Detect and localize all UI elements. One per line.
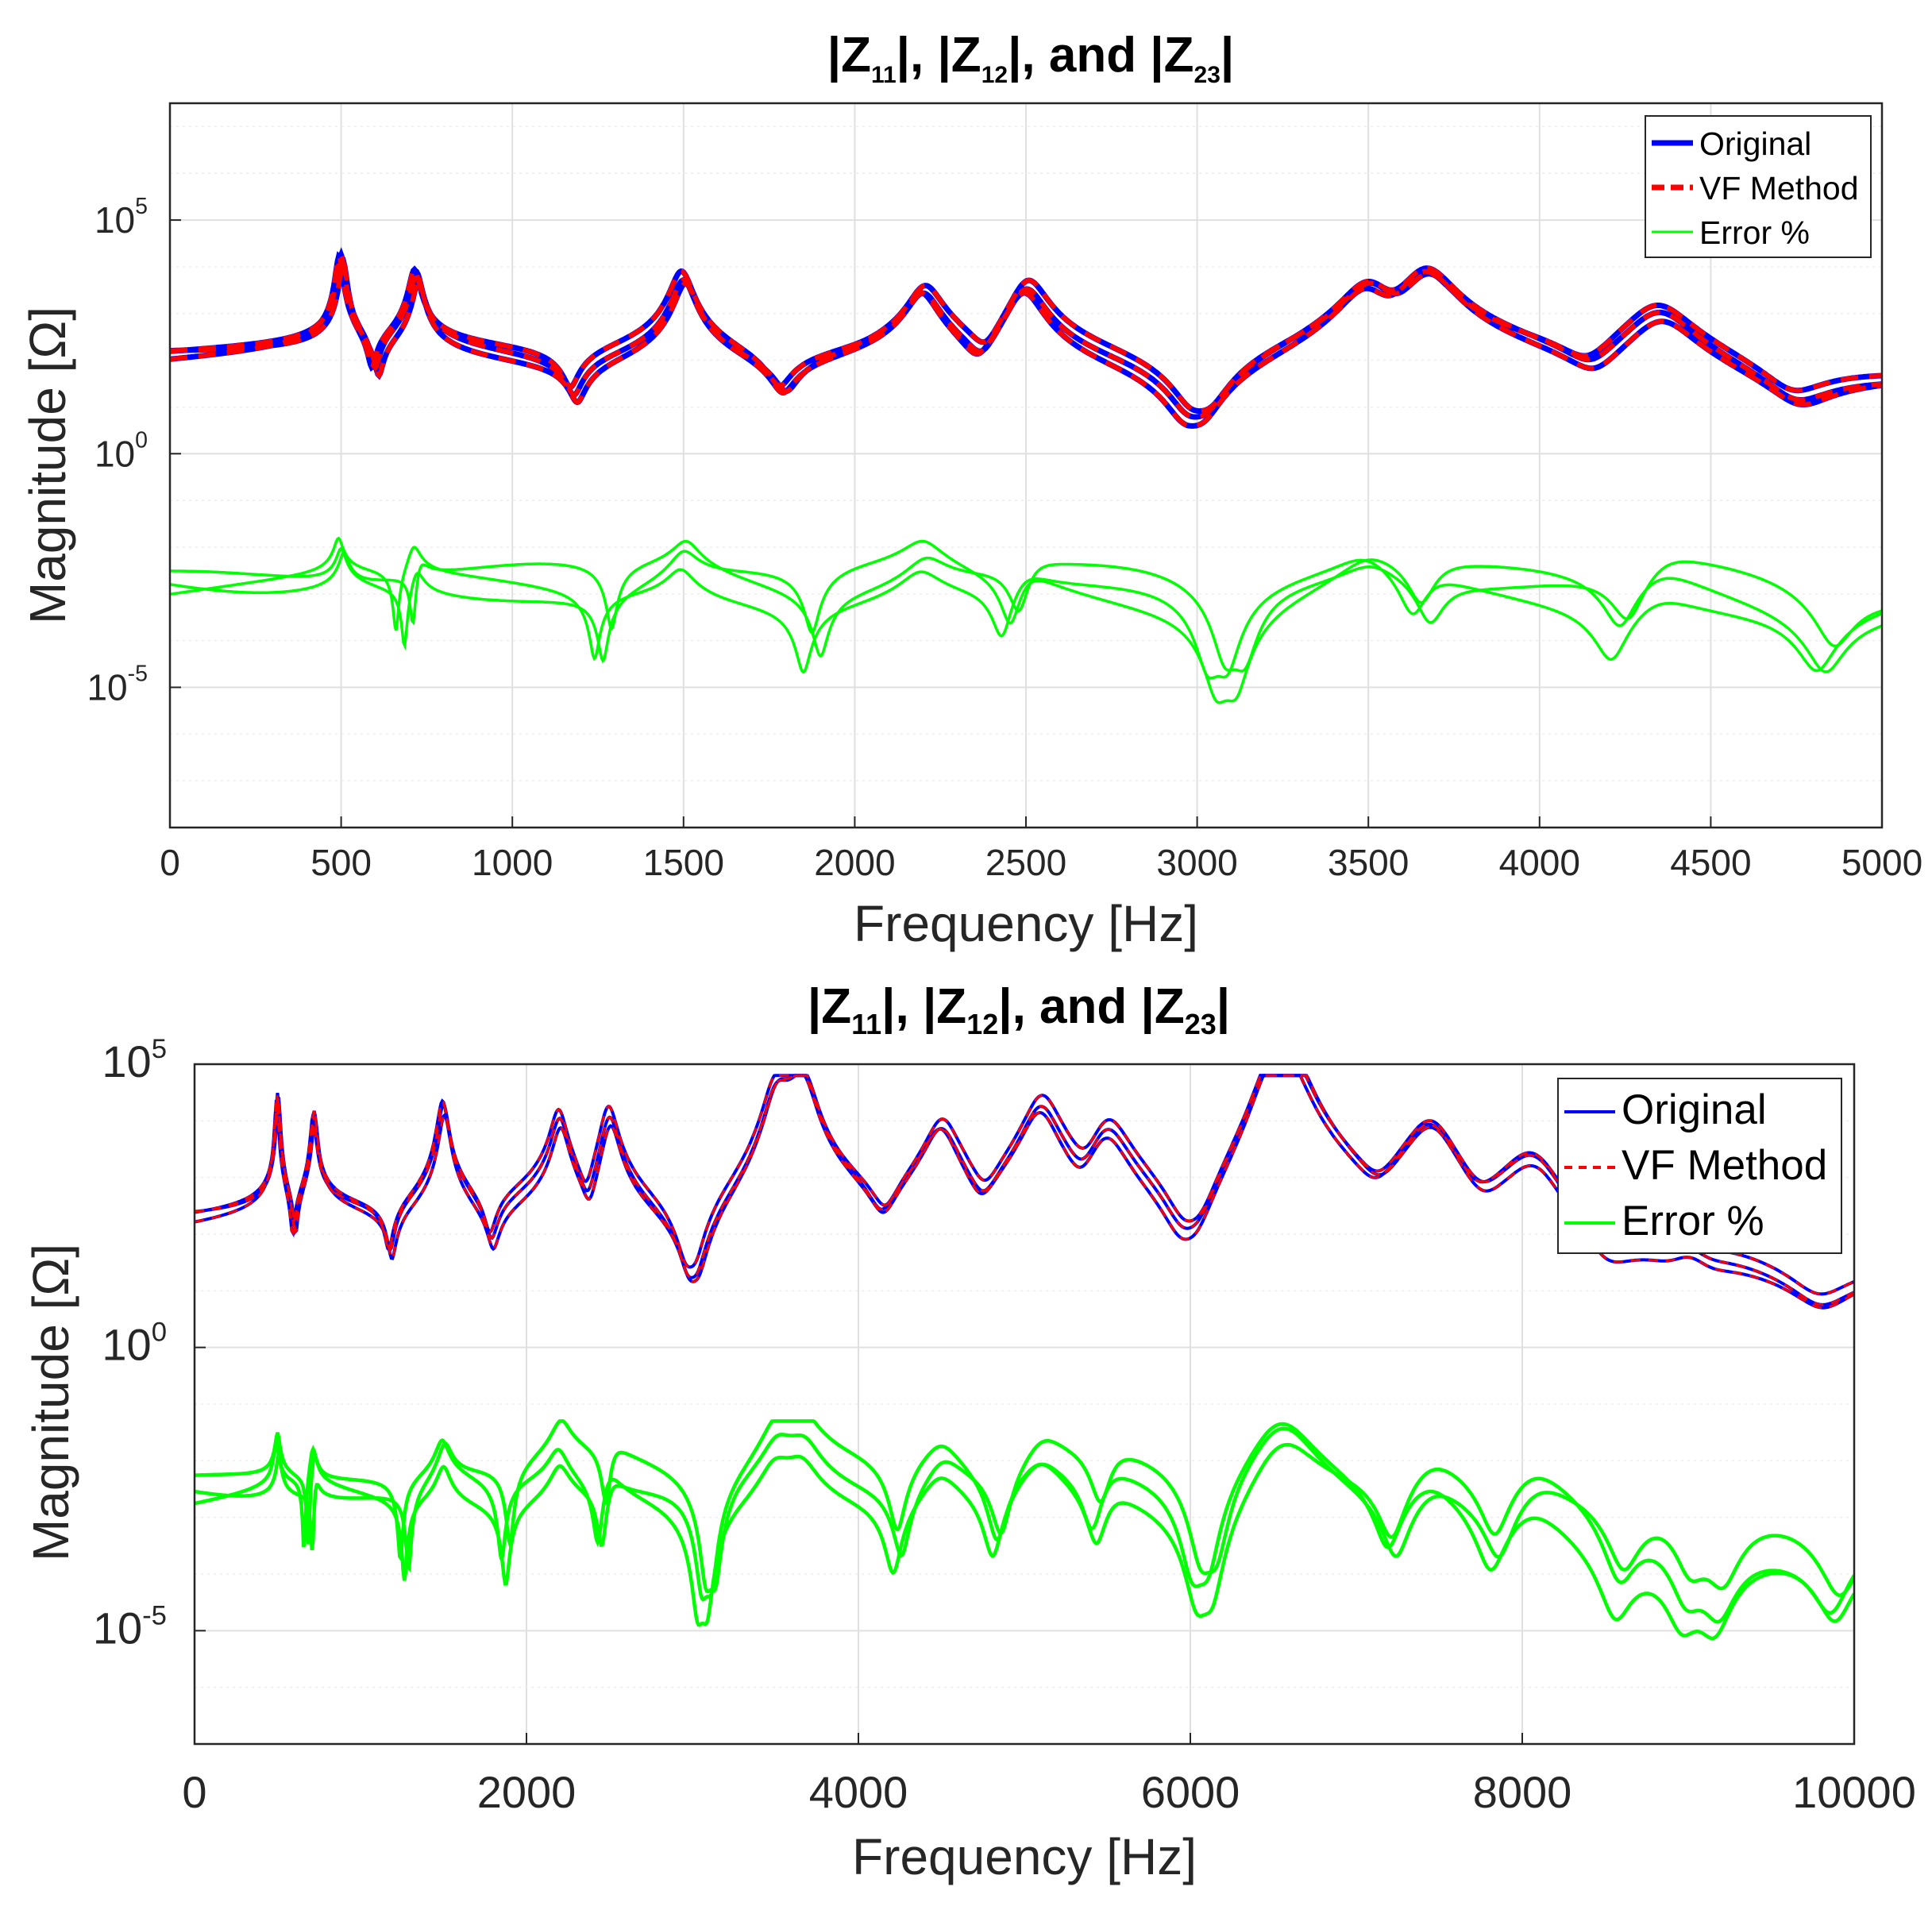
- x-axis-label: Frequency [Hz]: [854, 895, 1198, 952]
- title-part: |Z: [827, 28, 871, 83]
- title-subscript: 11: [851, 1008, 881, 1040]
- title-subscript: 12: [981, 62, 1008, 88]
- legend: Original VF Method Error %: [1645, 115, 1872, 258]
- vf-method-line-Z23: [170, 257, 1882, 414]
- x-tick-label: 10000: [1792, 1767, 1916, 1817]
- x-axis-ticks: 0 500 1000 1500 2000 2500 3000 3500 4000 4500 5000: [160, 816, 1922, 883]
- x-tick-label: 0: [160, 842, 180, 883]
- x-tick-label: 500: [310, 842, 372, 883]
- y-tick-exponent: 0: [152, 1318, 167, 1348]
- y-tick-label: 100: [102, 1318, 167, 1370]
- y-tick-base: 10: [94, 199, 135, 241]
- error-line-err12: [195, 1419, 1854, 1624]
- title-subscript: 23: [1185, 1008, 1217, 1040]
- title-part: |: [1217, 979, 1230, 1035]
- vf-method-line-Z11: [170, 252, 1882, 429]
- x-tick-label: 2000: [477, 1767, 577, 1817]
- curves: [170, 247, 1882, 704]
- y-tick-label: 10-5: [93, 1600, 167, 1653]
- y-tick-label: 105: [102, 1034, 167, 1086]
- error-line-err11: [195, 1422, 1854, 1641]
- title-subscript: 12: [966, 1008, 998, 1040]
- chart-top: |Z11|, |Z12|, and |Z23| 0 500 1000 1500 2000…: [19, 28, 1922, 952]
- title-subscript: 23: [1194, 62, 1221, 88]
- title-part: |: [1221, 28, 1234, 83]
- y-tick-base: 10: [102, 1036, 151, 1086]
- x-tick-label: 2000: [814, 842, 895, 883]
- x-tick-label: 3000: [1156, 842, 1237, 883]
- legend-label: Error %: [1622, 1198, 1764, 1244]
- x-tick-label: 6000: [1141, 1767, 1240, 1817]
- y-axis-label: Magnitude [Ω]: [22, 1244, 79, 1561]
- title-part: |, |Z: [881, 979, 966, 1035]
- vf-method-line-Z12: [195, 1074, 1854, 1306]
- x-tick-label: 1500: [643, 842, 724, 883]
- y-tick-exponent: 5: [135, 194, 148, 219]
- error-line-err12: [170, 539, 1882, 704]
- chart-bottom: |Z11|, |Z12|, and |Z23| 0 2000 4000 6000 800…: [22, 979, 1916, 1885]
- y-tick-exponent: 0: [135, 427, 148, 453]
- legend: Original VF Method Error %: [1557, 1078, 1842, 1254]
- y-tick-base: 10: [87, 666, 127, 708]
- x-tick-label: 4000: [1499, 842, 1580, 883]
- x-tick-label: 5000: [1841, 842, 1922, 883]
- error-line-err23: [170, 539, 1882, 673]
- vf-method-line-Z12: [170, 248, 1882, 419]
- legend-label: Original: [1699, 125, 1811, 162]
- title-subscript: 11: [871, 62, 897, 88]
- x-tick-label: 3500: [1328, 842, 1409, 883]
- y-tick-base: 10: [93, 1603, 142, 1653]
- x-axis-label: Frequency [Hz]: [852, 1828, 1197, 1885]
- legend-label: Original: [1622, 1086, 1767, 1133]
- legend-label: VF Method: [1699, 170, 1859, 206]
- title-part: |, and |Z: [1008, 28, 1194, 83]
- error-line-err23: [195, 1419, 1854, 1597]
- chart-title: |Z11|, |Z12|, and |Z23|: [827, 28, 1235, 88]
- x-tick-label: 0: [182, 1767, 206, 1817]
- y-tick-base: 10: [102, 1320, 151, 1370]
- error-line-err11: [170, 536, 1882, 680]
- grid: [169, 103, 1883, 828]
- title-part: |, and |Z: [998, 979, 1184, 1035]
- y-tick-label: 10-5: [87, 661, 148, 708]
- x-tick-label: 4500: [1670, 842, 1751, 883]
- x-tick-label: 4000: [809, 1767, 908, 1817]
- title-part: |, |Z: [897, 28, 981, 83]
- x-axis-ticks: 0 2000 4000 6000 8000 10000: [182, 1733, 1916, 1817]
- axes-frame: [193, 1063, 1856, 1746]
- y-axis-label: Magnitude [Ω]: [19, 307, 76, 624]
- x-tick-label: 2500: [985, 842, 1066, 883]
- y-tick-label: 100: [94, 427, 148, 474]
- legend-label: VF Method: [1622, 1142, 1827, 1189]
- plot-area: [170, 247, 1882, 704]
- y-tick-exponent: 5: [152, 1034, 167, 1064]
- x-tick-label: 8000: [1473, 1767, 1572, 1817]
- chart-title: |Z11|, |Z12|, and |Z23|: [808, 979, 1230, 1040]
- legend-label: Error %: [1699, 214, 1810, 251]
- x-tick-label: 1000: [472, 842, 553, 883]
- y-tick-exponent: -5: [128, 661, 148, 686]
- y-tick-exponent: -5: [142, 1600, 167, 1630]
- title-part: |Z: [808, 979, 851, 1035]
- y-tick-label: 105: [94, 194, 148, 241]
- y-tick-base: 10: [94, 433, 135, 474]
